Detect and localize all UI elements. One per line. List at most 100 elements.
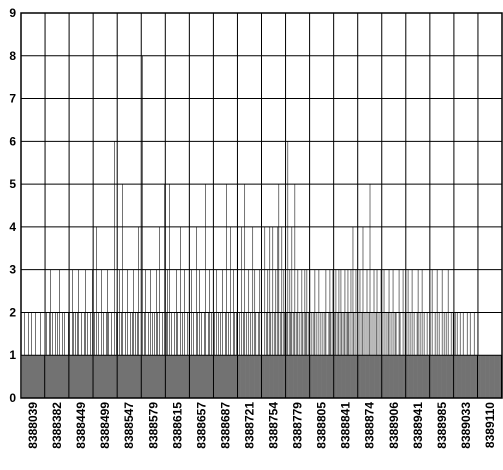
bar	[238, 355, 239, 398]
bar	[324, 312, 326, 398]
bar	[127, 269, 128, 398]
bar	[366, 269, 368, 398]
bar	[211, 312, 212, 398]
bar	[102, 355, 103, 398]
bar	[132, 312, 133, 398]
y-tick-label: 3	[9, 263, 16, 277]
bar	[167, 269, 168, 398]
bar	[107, 269, 108, 398]
bar	[353, 312, 355, 398]
bar	[448, 355, 450, 398]
bar	[445, 312, 447, 398]
x-axis-tick-labels: 8388039 8388382 8388449 8388499 8388547 83885…	[26, 402, 497, 449]
bar	[153, 355, 154, 398]
bar	[100, 355, 101, 398]
bar	[44, 355, 45, 398]
bar	[332, 269, 334, 398]
bar	[170, 355, 171, 398]
bar	[430, 355, 432, 398]
bar	[400, 355, 402, 398]
bar	[188, 355, 189, 398]
bar	[422, 355, 424, 398]
bar	[347, 269, 349, 398]
bar	[75, 312, 76, 398]
bar	[253, 355, 255, 398]
bar	[282, 355, 284, 398]
bar	[191, 269, 192, 398]
plot-frame	[20, 12, 503, 399]
bar	[262, 355, 264, 398]
bar	[322, 312, 324, 398]
bar	[101, 269, 102, 398]
bar	[260, 355, 262, 398]
bar	[349, 355, 351, 398]
bar	[203, 355, 204, 398]
bar	[303, 355, 305, 398]
bar	[251, 355, 253, 398]
x-tick-label: 8388721	[242, 402, 256, 449]
y-tick-label: 7	[9, 92, 16, 106]
bar	[111, 312, 112, 398]
bar	[277, 226, 279, 398]
bar	[67, 355, 68, 398]
bar	[450, 312, 452, 398]
x-tick-label: 8388039	[26, 402, 40, 449]
bar	[128, 355, 129, 398]
bar	[159, 226, 160, 398]
bar	[78, 269, 79, 398]
bar	[162, 312, 163, 398]
bar	[227, 355, 228, 398]
bar	[274, 312, 276, 398]
bar	[160, 355, 161, 398]
bar	[487, 355, 489, 398]
bar	[278, 184, 280, 398]
bar	[276, 355, 278, 398]
bar	[123, 355, 124, 398]
bar	[24, 312, 25, 398]
bar	[79, 355, 80, 398]
x-tick-label: 8389110	[483, 402, 497, 448]
bar	[48, 355, 49, 398]
bar	[279, 355, 281, 398]
bar	[49, 312, 50, 398]
bar	[208, 312, 209, 398]
bar	[423, 312, 425, 398]
bar	[435, 355, 437, 398]
bar	[45, 355, 46, 398]
bar	[482, 355, 484, 398]
bar	[372, 355, 374, 398]
bar	[213, 355, 214, 398]
bar	[266, 312, 268, 398]
bar	[367, 355, 369, 398]
bar	[417, 269, 419, 398]
bar	[383, 269, 385, 398]
bar	[237, 226, 238, 398]
bar	[157, 312, 158, 398]
bar	[426, 312, 428, 398]
bar	[428, 355, 430, 398]
bar	[270, 312, 272, 398]
bar	[381, 312, 383, 398]
bar	[168, 355, 169, 398]
bar	[352, 226, 354, 398]
y-tick-label: 6	[9, 134, 16, 148]
bar	[261, 312, 263, 398]
bar	[206, 355, 207, 398]
bar	[287, 141, 289, 398]
bar	[323, 355, 325, 398]
bar	[374, 355, 376, 398]
bar	[320, 312, 322, 398]
bar	[193, 312, 194, 398]
bar	[119, 269, 120, 398]
bar	[103, 312, 104, 398]
bar	[336, 355, 338, 398]
x-tick-label: 8388985	[435, 402, 449, 449]
bar	[112, 355, 113, 398]
bar	[375, 312, 377, 398]
bar	[139, 355, 140, 398]
bar	[185, 355, 186, 398]
bar	[284, 312, 286, 398]
bar	[219, 355, 220, 398]
bar	[87, 312, 88, 398]
bar	[361, 312, 363, 398]
